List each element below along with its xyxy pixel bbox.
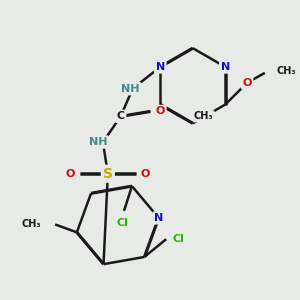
Text: N: N [154, 213, 163, 223]
Text: C: C [117, 111, 125, 122]
Text: N: N [156, 62, 165, 72]
Text: CH₃: CH₃ [194, 111, 214, 122]
Text: O: O [141, 169, 150, 179]
Text: Cl: Cl [172, 234, 184, 244]
Text: Cl: Cl [116, 218, 128, 228]
Text: O: O [66, 169, 75, 179]
Text: CH₃: CH₃ [22, 219, 41, 230]
Text: CH₃: CH₃ [277, 66, 296, 76]
Text: S: S [103, 167, 113, 181]
Text: NH: NH [121, 84, 140, 94]
Text: N: N [221, 62, 230, 72]
Text: NH: NH [89, 137, 107, 147]
Text: O: O [242, 78, 252, 88]
Text: O: O [156, 106, 165, 116]
